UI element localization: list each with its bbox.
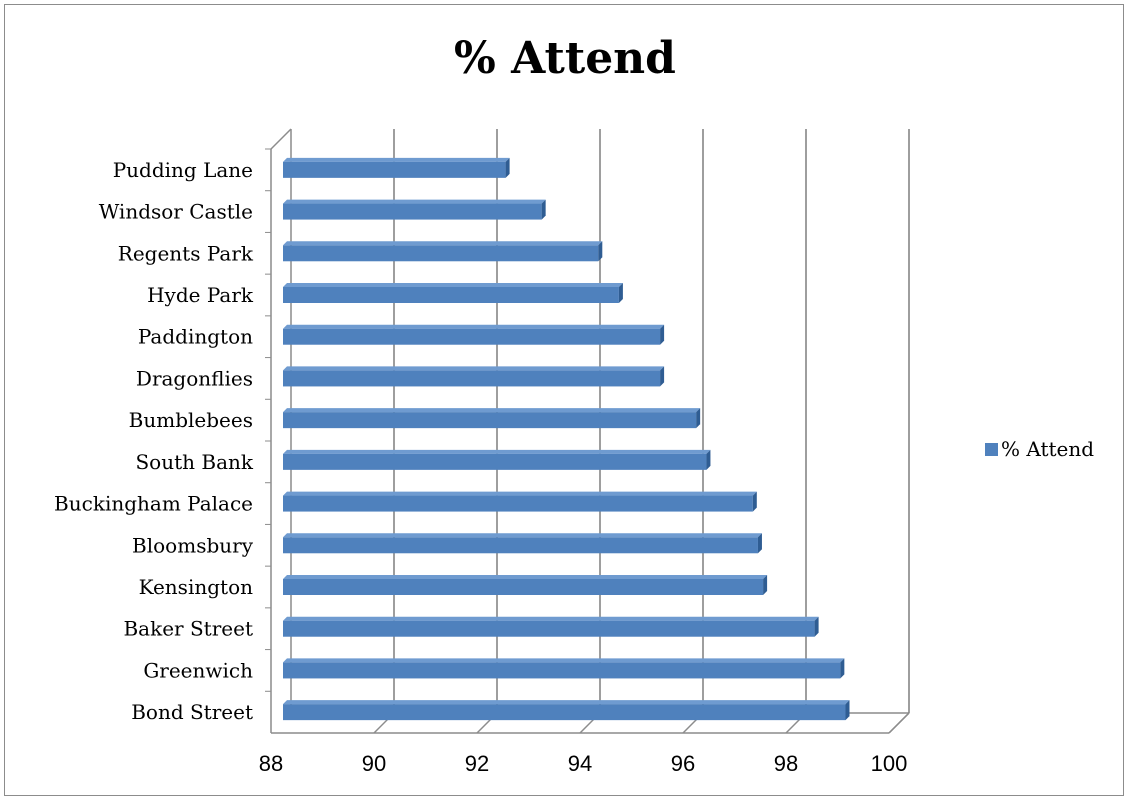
bar: [283, 412, 697, 429]
x-tick-label: 98: [774, 751, 798, 776]
bar-side: [541, 199, 546, 220]
x-tick-label: 96: [671, 751, 695, 776]
category-label: South Bank: [135, 450, 253, 474]
bar-top: [283, 533, 762, 538]
bar-top: [283, 241, 603, 246]
category-label: Hyde Park: [147, 283, 254, 307]
bar-top: [283, 199, 546, 204]
x-tick-label: 92: [465, 751, 489, 776]
bar: [283, 620, 815, 637]
bar-top: [283, 366, 665, 371]
bar-chart: 88 90 92 94 96 98 100 Pudding Lane Windsor Castl…: [54, 128, 910, 776]
category-label: Buckingham Palace: [54, 492, 253, 516]
legend: % Attend: [985, 437, 1094, 461]
category-label: Pudding Lane: [113, 158, 253, 182]
bar-top: [283, 575, 768, 579]
bar: [283, 203, 542, 220]
floor-gridline: [888, 712, 910, 734]
x-tick-label: 88: [259, 751, 283, 776]
category-label: Baker Street: [123, 617, 253, 641]
bar-top: [283, 408, 701, 413]
category-label: Bumblebees: [129, 408, 253, 432]
category-label: Paddington: [138, 325, 253, 349]
bar: [283, 579, 764, 595]
wall-top-edge: [270, 128, 292, 150]
category-label: Bond Street: [131, 700, 253, 724]
bar-top: [283, 700, 850, 705]
bar-top: [283, 491, 757, 496]
bar-side: [814, 616, 819, 637]
x-tick-label: 94: [568, 751, 592, 776]
bar-side: [763, 575, 768, 595]
bar: [283, 704, 846, 721]
bar-side: [505, 157, 510, 178]
bar-side: [660, 324, 665, 345]
category-label: Windsor Castle: [99, 200, 253, 224]
bar: [283, 328, 661, 345]
bar-side: [757, 533, 762, 554]
category-label: Kensington: [139, 575, 254, 599]
x-tick-label: 100: [871, 751, 908, 776]
bar-side: [618, 283, 623, 303]
bar-side: [660, 366, 665, 387]
legend-swatch: [985, 442, 998, 456]
bar: [283, 161, 506, 178]
category-label: Greenwich: [143, 658, 253, 682]
chart-frame: % Attend 88 90 92 94 96 98 100 Pudding Lane Wind…: [4, 4, 1124, 796]
bar: [283, 245, 599, 262]
legend-label: % Attend: [1001, 437, 1095, 461]
bar: [283, 537, 758, 554]
chart-title: % Attend: [454, 33, 676, 84]
bar-side: [706, 449, 711, 470]
bar: [283, 495, 753, 512]
bar-side: [840, 658, 845, 679]
x-tick-label: 90: [362, 751, 386, 776]
bar-top: [283, 616, 819, 621]
bar-top: [283, 324, 665, 329]
bar-side: [598, 241, 603, 262]
bar-side: [845, 700, 850, 721]
category-label: Regents Park: [118, 241, 254, 265]
bar: [283, 662, 841, 679]
bar: [283, 453, 707, 470]
bar: [283, 287, 619, 303]
bar-top: [283, 157, 510, 162]
category-label: Dragonflies: [136, 366, 253, 390]
bar-top: [283, 449, 711, 454]
bar-side: [696, 408, 701, 429]
bar: [283, 370, 661, 387]
category-label: Bloomsbury: [132, 533, 254, 557]
bar-top: [283, 283, 623, 287]
bar-top: [283, 658, 845, 663]
bar-side: [752, 491, 757, 512]
